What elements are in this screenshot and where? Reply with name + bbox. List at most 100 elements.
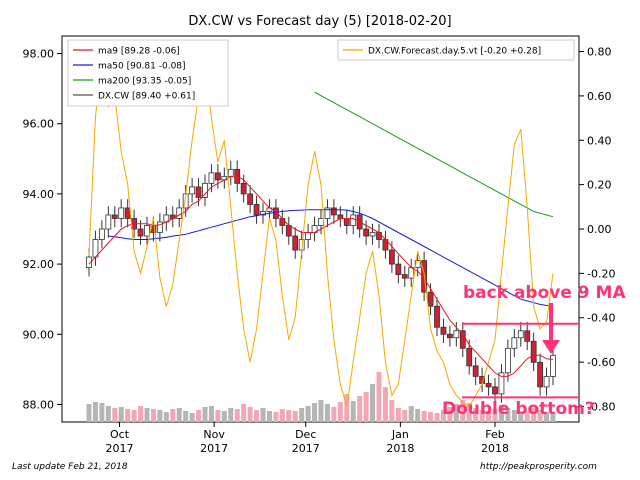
candle-body [472, 365, 479, 377]
volume-bar [473, 408, 479, 422]
volume-bar [389, 400, 395, 422]
candle-body [137, 228, 144, 237]
candle-body [279, 218, 286, 226]
volume-bar [254, 410, 260, 422]
volume-bar [421, 411, 427, 422]
candle-body [369, 232, 376, 237]
candle-body [363, 228, 370, 237]
volume-bar [434, 413, 440, 422]
volume-bar [370, 384, 376, 422]
volume-bar [337, 402, 343, 422]
candle-body [517, 330, 524, 339]
legend-left-label: ma50 [90.81 -0.08] [98, 62, 186, 72]
volume-bar [531, 408, 537, 422]
ma200-line [314, 91, 554, 218]
volume-bar [99, 403, 105, 422]
candle-body [86, 256, 92, 268]
volume-bar [157, 410, 163, 422]
candle-body [111, 214, 118, 219]
volume-bar [440, 410, 446, 422]
legend-right-box [337, 39, 575, 61]
volume-bar [125, 409, 131, 422]
volume-bar [395, 408, 401, 422]
volume-bar [505, 408, 511, 422]
candle-body [189, 186, 196, 195]
x-axis-year-label: 2018 [481, 442, 509, 455]
left-axis-tick-label: 96.00 [23, 118, 55, 131]
volume-bar [331, 407, 337, 422]
volume-bar [279, 409, 285, 422]
volume-bar [118, 407, 124, 422]
candle-body [305, 232, 312, 240]
volume-bar [350, 401, 356, 422]
volume-bar [196, 410, 202, 422]
candle-body [105, 214, 112, 230]
candle-body [388, 249, 395, 265]
volume-bar [260, 408, 266, 422]
chart-title: DX.CW vs Forecast day (5) [2018-02-20] [188, 14, 451, 29]
volume-bar [537, 410, 543, 422]
volume-bar [376, 372, 382, 422]
volume-bar [305, 406, 311, 422]
candle-body [459, 330, 466, 349]
candle-body [524, 330, 531, 342]
volume-bar [518, 412, 524, 422]
volume-bar [202, 407, 208, 422]
volume-bar [498, 405, 504, 422]
candle-body [511, 337, 518, 349]
x-axis-month-label: Oct [110, 428, 130, 441]
volume-bar [382, 387, 388, 422]
candle-body [253, 204, 260, 216]
left-axis-tick-label: 90.00 [23, 328, 55, 341]
volume-bar [138, 406, 144, 422]
candle-body [124, 207, 131, 219]
volume-bar [312, 403, 318, 422]
volume-bar [363, 392, 369, 422]
volume-bar [189, 413, 195, 422]
volume-bar [292, 411, 298, 422]
volume-bar [511, 410, 517, 422]
candle-body [343, 218, 350, 226]
candle-body [118, 207, 125, 219]
candle-body [208, 172, 215, 184]
x-axis-month-label: Feb [485, 428, 504, 441]
volume-bar [273, 412, 279, 422]
volume-bar [357, 396, 363, 422]
volume-bar [447, 407, 453, 422]
volume-bar [415, 409, 421, 422]
right-axis-tick-label: -0.40 [587, 312, 615, 325]
volume-bar [408, 406, 414, 422]
volume-bar [402, 410, 408, 422]
candle-body [530, 340, 537, 363]
candle-body [272, 207, 279, 219]
candle-body [408, 267, 415, 279]
candle-body [195, 186, 202, 198]
candle-body [453, 330, 460, 339]
volume-bar [92, 402, 98, 422]
candle-body [440, 326, 447, 335]
left-axis-tick-label: 88.00 [23, 398, 55, 411]
volume-bar [344, 394, 350, 422]
volume-bar [215, 410, 221, 422]
candle-body [350, 214, 357, 226]
volume-bar [144, 408, 150, 422]
annotation-double-bottom: Double bottom? [442, 399, 595, 419]
volume-bar [460, 400, 466, 422]
candle-body [324, 207, 331, 219]
candle-body [247, 193, 254, 205]
volume-bar [163, 412, 169, 422]
candle-body [543, 375, 550, 388]
x-axis-year-label: 2017 [106, 442, 134, 455]
candle-body [376, 232, 382, 240]
left-axis-tick-label: 92.00 [23, 258, 55, 271]
volume-bar [234, 409, 240, 422]
annotation-back-above-9ma: back above 9 MA [463, 283, 626, 303]
volume-bar [131, 410, 137, 422]
forecast-line [88, 55, 554, 408]
legend-left-label: ma9 [89.28 -0.06] [98, 47, 180, 57]
candle-body [498, 372, 505, 395]
candle-body [492, 386, 498, 395]
volume-bar [324, 404, 330, 422]
volume-bar [183, 411, 189, 422]
